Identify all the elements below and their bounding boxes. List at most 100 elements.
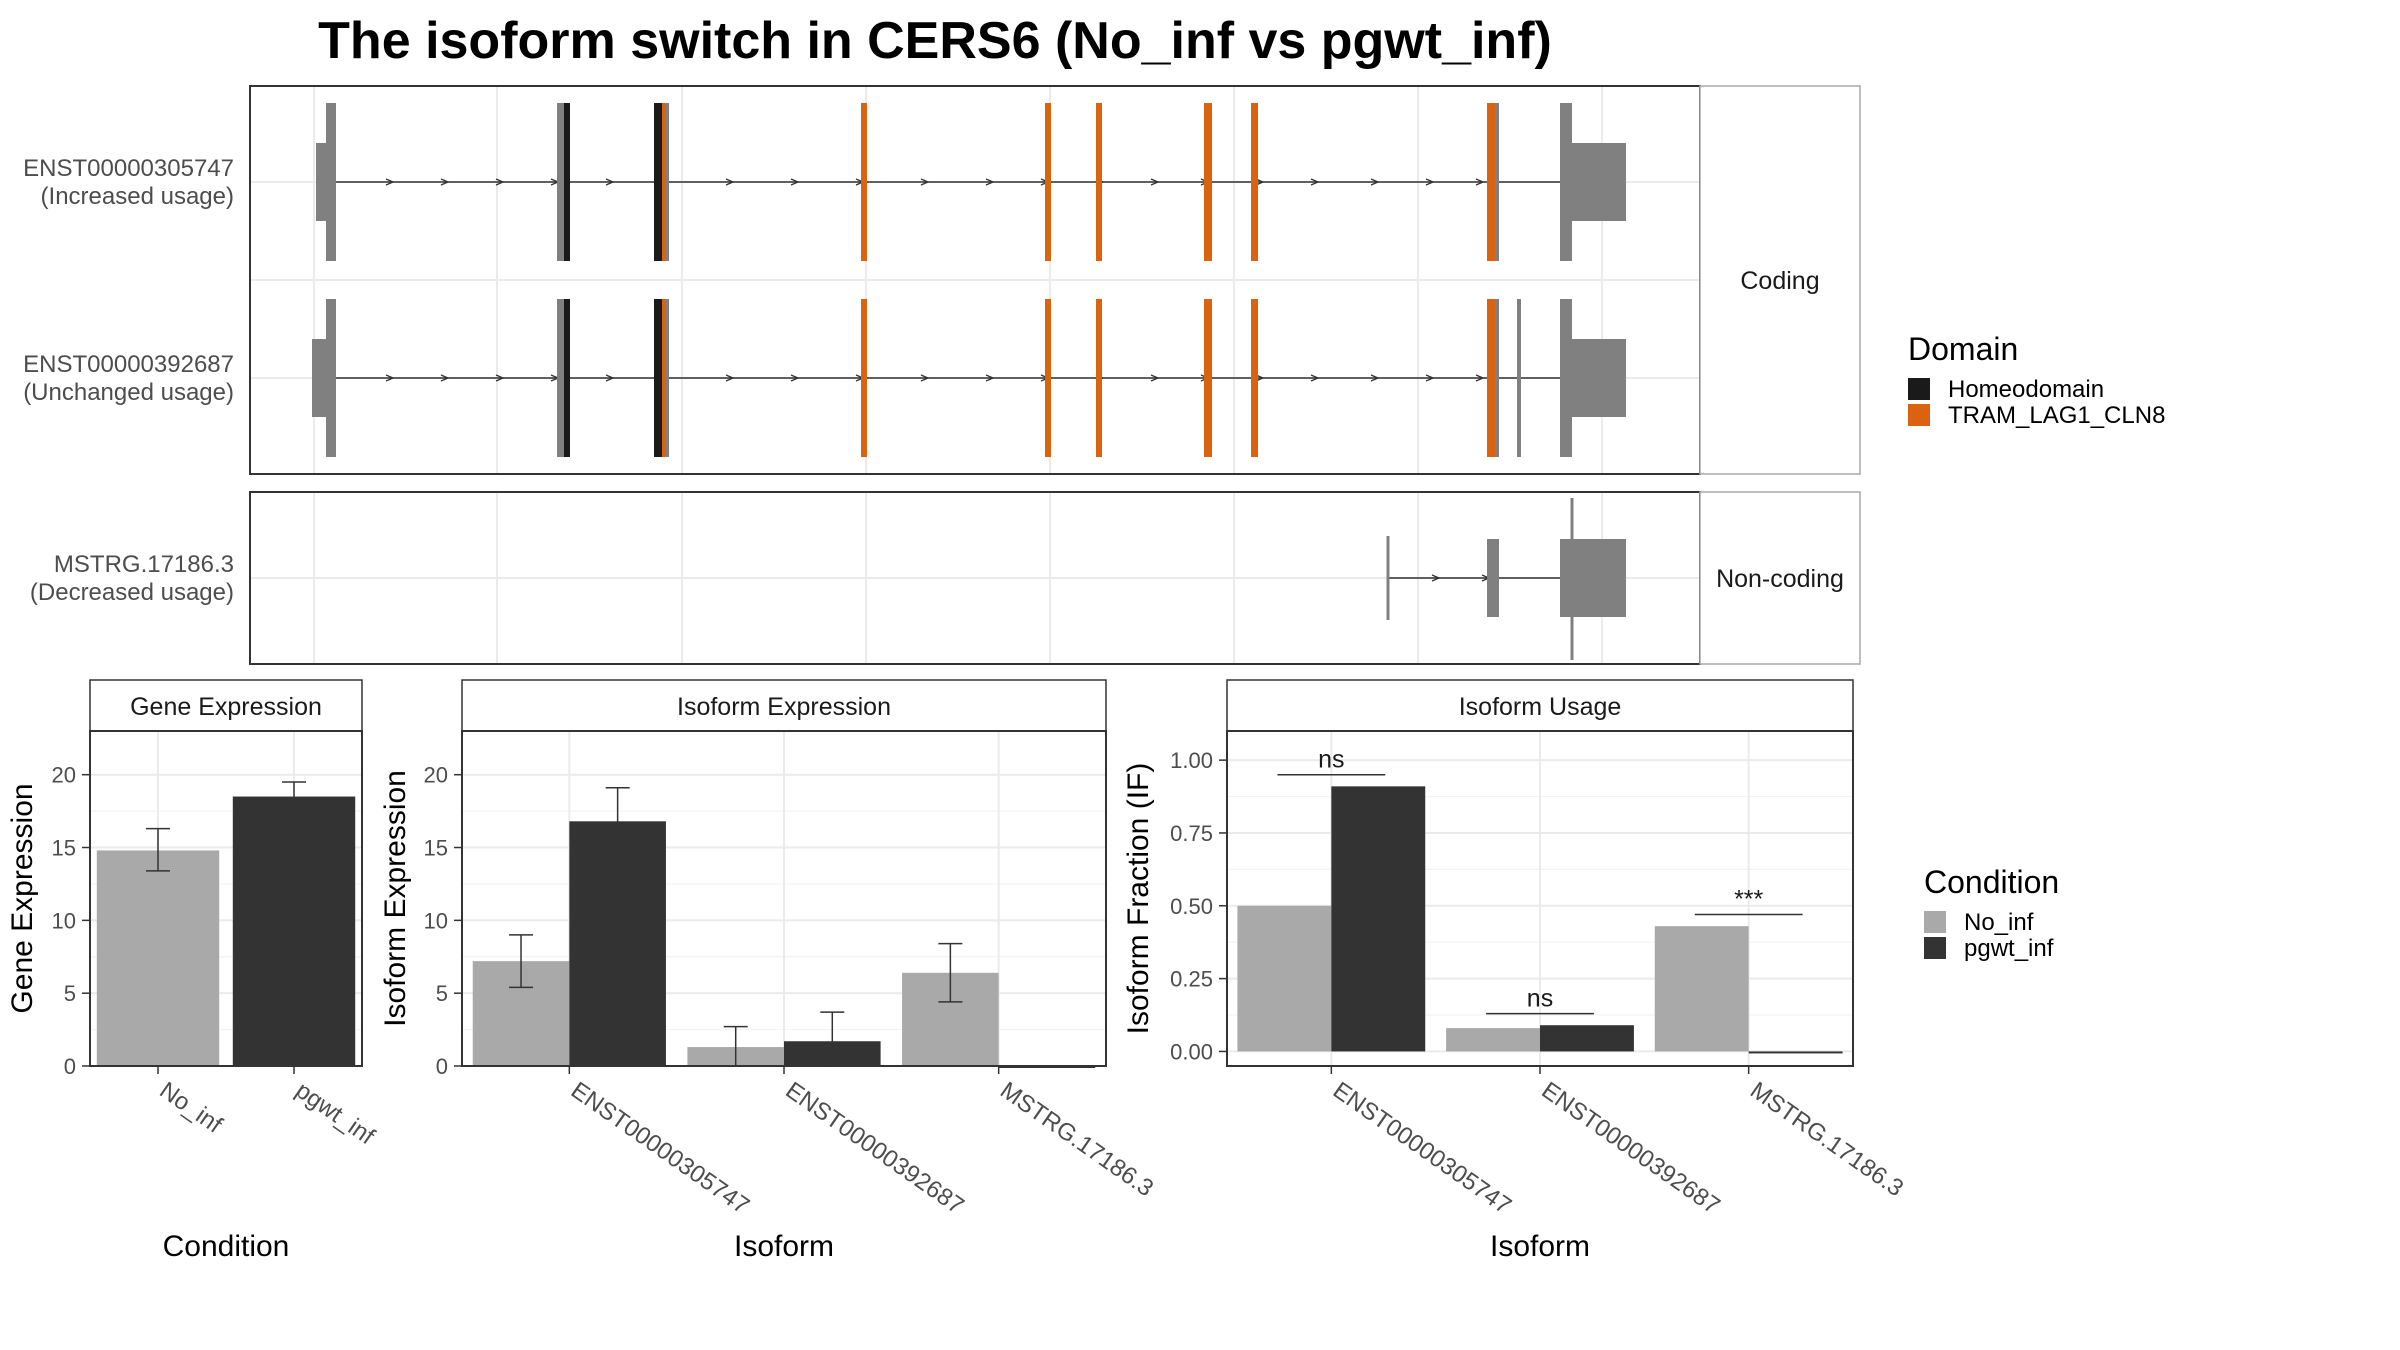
x-tick-label: ENST00000392687 (1537, 1077, 1725, 1220)
tram-exon (1487, 299, 1495, 457)
strand-arrow (385, 178, 395, 186)
utr-exon (312, 339, 326, 417)
strand-arrow (605, 374, 615, 382)
domain-legend-label: Homeodomain (1948, 376, 2104, 403)
strand-arrow (1425, 374, 1435, 382)
noncoding-strip-label: Non-coding (1716, 565, 1844, 593)
bar (569, 821, 666, 1066)
isoform-row-label: ENST00000305747 (23, 155, 234, 182)
strand-arrow (440, 178, 450, 186)
isoform-row-label: ENST00000392687 (23, 351, 234, 378)
strand-arrow (1310, 178, 1320, 186)
exon (666, 299, 669, 457)
x-tick-label: ENST00000392687 (781, 1077, 969, 1220)
expression-panels: Gene Expression 0 5 10 15 20 No_inf pgwt_inf Con… (6, 679, 1908, 1263)
significance-label: ns (1318, 746, 1344, 774)
exon (557, 299, 564, 457)
bar (1748, 1051, 1843, 1054)
bar (1540, 1025, 1634, 1052)
condition-legend-label: No_inf (1964, 909, 2034, 936)
y-tick-label: 0.50 (1170, 894, 1213, 919)
strand-arrow (1370, 178, 1380, 186)
homeodomain-exon (564, 299, 570, 457)
x-tick-label: No_inf (155, 1077, 228, 1139)
bar (1331, 786, 1426, 1052)
tram-exon (662, 299, 666, 457)
significance-label: ns (1527, 985, 1553, 1013)
x-axis-title: Condition (163, 1230, 290, 1263)
condition-legend-key (1924, 911, 1946, 933)
panel-strip (89, 679, 363, 732)
exon (1495, 103, 1499, 261)
condition-legend-label: pgwt_inf (1964, 935, 2054, 962)
noncoding-strip (1699, 491, 1861, 665)
strand-arrow (985, 178, 995, 186)
strand-arrow (495, 178, 505, 186)
y-tick-label: 15 (52, 836, 76, 861)
utr-exon (1572, 339, 1626, 417)
homeodomain-exon (654, 103, 662, 261)
coding-strip-label: Coding (1740, 267, 1819, 295)
strand-arrow (1431, 574, 1441, 582)
tram-exon (1045, 103, 1051, 261)
isoform-structure-plot: Coding Non-coding ENST00000305747(Increase… (23, 85, 1861, 665)
bar (96, 850, 220, 1066)
strand-arrow (790, 178, 800, 186)
utr-exon (1572, 143, 1626, 221)
domain-legend-label: TRAM_LAG1_CLN8 (1948, 402, 2165, 429)
strand-arrow (1150, 178, 1160, 186)
y-tick-label: 10 (424, 908, 448, 933)
bar (1237, 905, 1332, 1052)
panel-strip-label: Gene Expression (130, 693, 322, 721)
strand-arrow (385, 374, 395, 382)
exon (1560, 103, 1572, 261)
domain-legend-title: Domain (1908, 331, 2018, 367)
x-tick-label: pgwt_inf (291, 1077, 380, 1151)
x-tick-label: ENST00000305747 (566, 1077, 754, 1220)
y-tick-label: 1.00 (1170, 748, 1213, 773)
significance-label: *** (1734, 886, 1763, 914)
domain-legend-key (1908, 404, 1930, 426)
strand-arrow (1255, 178, 1265, 186)
x-tick-label: ENST00000305747 (1328, 1077, 1516, 1220)
x-axis-title: Isoform (734, 1230, 834, 1263)
strand-arrow (605, 178, 615, 186)
bar (232, 796, 356, 1066)
panel-strip-label: Isoform Usage (1459, 693, 1622, 721)
y-tick-label: 10 (52, 908, 76, 933)
strand-arrow (1150, 374, 1160, 382)
figure-title: The isoform switch in CERS6 (No_inf vs p… (318, 12, 1552, 70)
utr-exon (1560, 539, 1626, 617)
x-tick-label: MSTRG.17186.3 (1745, 1077, 1908, 1202)
domain-legend-key (1908, 378, 1930, 400)
strand-arrow (790, 374, 800, 382)
y-axis-title: Isoform Expression (379, 770, 412, 1027)
isoform-row-usage: (Decreased usage) (30, 579, 234, 606)
tram-exon (1096, 299, 1102, 457)
y-tick-label: 0.25 (1170, 967, 1213, 992)
tram-exon (861, 103, 867, 261)
strand-arrow (495, 374, 505, 382)
strand-arrow (440, 374, 450, 382)
utr-exon (316, 143, 326, 221)
strand-arrow (725, 374, 735, 382)
strand-arrow (920, 374, 930, 382)
exon (1560, 299, 1572, 457)
y-tick-label: 0 (64, 1054, 76, 1079)
strand-arrow (985, 374, 995, 382)
tram-exon (1096, 103, 1102, 261)
strand-arrow (1475, 178, 1485, 186)
bar (1446, 1028, 1540, 1052)
isoform-row-usage: (Increased usage) (41, 183, 234, 210)
y-tick-label: 5 (436, 981, 448, 1006)
y-tick-label: 0.00 (1170, 1039, 1213, 1064)
strand-arrow (1475, 374, 1485, 382)
tram-exon (1204, 299, 1212, 457)
bar (1654, 926, 1749, 1052)
exon (1495, 299, 1499, 457)
y-axis-title: Gene Expression (6, 783, 39, 1013)
strand-arrow (920, 178, 930, 186)
y-tick-label: 20 (52, 763, 76, 788)
